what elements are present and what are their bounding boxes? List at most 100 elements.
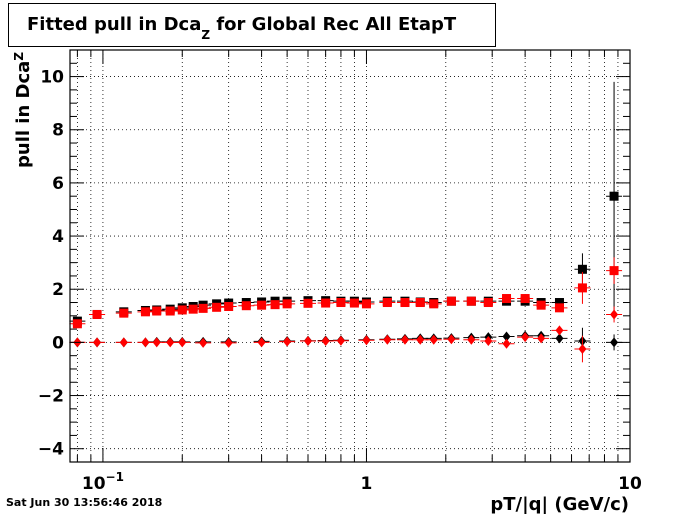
diamond-marker — [224, 337, 233, 348]
series-2-point — [606, 334, 623, 351]
series-1-point — [115, 308, 132, 318]
square-marker — [446, 296, 456, 306]
series-3-point — [396, 334, 413, 345]
plot-frame — [69, 49, 631, 463]
y-tick-label: 10 — [40, 68, 64, 88]
square-marker — [282, 299, 292, 309]
square-marker — [415, 298, 425, 308]
series-1-point — [425, 299, 442, 309]
y-tick-label: 2 — [52, 280, 64, 300]
series-3-point — [174, 337, 191, 348]
series-1-point — [317, 298, 334, 308]
tick-labels: −4 −2 0 2 4 6 8 10 10−1 1 10 — [38, 68, 642, 494]
series-1-point — [208, 302, 225, 312]
series-1-point — [551, 303, 568, 313]
series-3-point — [463, 334, 480, 345]
series-3-point — [299, 336, 316, 347]
series-0-point — [551, 298, 568, 308]
diamond-marker — [303, 336, 312, 347]
series-1-point — [517, 294, 534, 304]
axis-ticks — [70, 49, 631, 462]
y-tick-label: 6 — [52, 174, 64, 194]
diamond-marker — [484, 336, 493, 347]
square-marker — [577, 283, 587, 293]
series-1-point — [137, 307, 154, 317]
data-points — [69, 81, 623, 363]
series-3-point — [606, 306, 623, 323]
series-1-point — [279, 299, 296, 309]
square-marker — [188, 304, 198, 314]
diamond-marker — [610, 337, 619, 348]
title-main: Fitted pull in Dca — [27, 14, 202, 35]
series-1-point — [174, 305, 191, 315]
series-1-point — [498, 294, 515, 304]
title-rest: for Global Rec All EtapT — [210, 14, 457, 35]
square-marker — [241, 301, 251, 311]
square-marker — [92, 309, 102, 319]
square-marker — [349, 298, 359, 308]
x-tick-label: 10 — [618, 474, 642, 494]
square-marker — [520, 294, 530, 304]
square-marker — [321, 298, 331, 308]
series-1-point — [533, 300, 550, 310]
series-1-point — [185, 304, 202, 314]
square-marker — [140, 307, 150, 317]
grid-lines — [70, 50, 631, 462]
diamond-marker — [555, 333, 564, 344]
series-3-point — [551, 325, 568, 336]
series-1-point — [69, 319, 86, 329]
y-axis-title: pull in DcaZ — [12, 52, 34, 168]
diamond-marker — [578, 344, 587, 355]
square-marker — [429, 299, 439, 309]
square-marker — [72, 319, 82, 329]
diamond-marker — [321, 336, 330, 347]
square-marker — [502, 294, 512, 304]
square-marker — [577, 264, 587, 274]
series-3-point — [574, 335, 591, 363]
series-1-point — [480, 298, 497, 308]
square-marker — [536, 300, 546, 310]
series-1-point — [267, 300, 284, 310]
square-marker — [483, 298, 493, 308]
series-3-point — [279, 336, 296, 347]
diamond-marker — [400, 334, 409, 345]
square-marker — [303, 298, 313, 308]
series-1-point — [332, 298, 349, 308]
diamond-marker — [502, 331, 511, 342]
series-3-point — [517, 332, 534, 343]
square-marker — [382, 298, 392, 308]
diamond-marker — [283, 336, 292, 347]
y-tick-label: 0 — [52, 333, 64, 353]
series-3-point — [498, 338, 515, 349]
series-3-point — [115, 337, 132, 348]
series-3-point — [253, 337, 270, 348]
timestamp: Sat Jun 30 13:56:46 2018 — [6, 496, 163, 509]
x-tick-label: 1 — [361, 474, 373, 494]
series-2-point — [551, 333, 568, 344]
series-1-point — [379, 298, 396, 308]
diamond-marker — [502, 338, 511, 349]
series-3-point — [480, 336, 497, 347]
diamond-marker — [166, 337, 175, 348]
square-marker — [119, 308, 129, 318]
diamond-marker — [199, 337, 208, 348]
series-3-point — [195, 337, 212, 348]
series-1-point — [253, 300, 270, 310]
square-marker — [152, 306, 162, 316]
y-tick-label: −2 — [38, 387, 64, 407]
x-axis-title: pT/|q| (GeV/c) — [490, 494, 629, 514]
series-1-point — [220, 302, 237, 312]
series-1-point — [443, 296, 460, 306]
series-3-point — [89, 337, 106, 348]
series-3-point — [533, 333, 550, 344]
diamond-marker — [152, 337, 161, 348]
series-1-point — [195, 303, 212, 313]
series-1-point — [396, 298, 413, 308]
series-1-point — [574, 271, 591, 304]
diamond-marker — [119, 337, 128, 348]
series-1-point — [412, 298, 429, 308]
square-marker — [554, 303, 564, 313]
square-marker — [198, 303, 208, 313]
series-3-point — [443, 334, 460, 345]
